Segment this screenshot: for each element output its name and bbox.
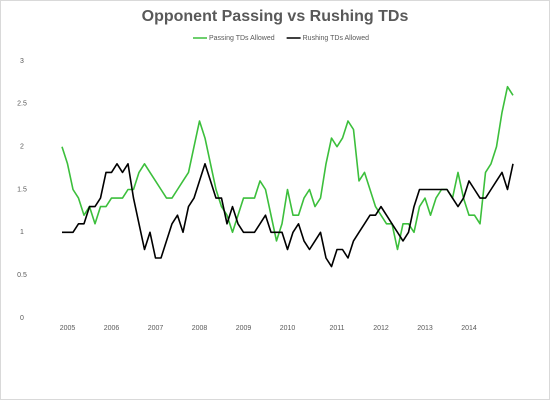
y-tick-label: 3 — [20, 58, 24, 65]
x-tick-label: 2014 — [461, 325, 477, 332]
legend-label: Passing TDs Allowed — [209, 35, 275, 42]
x-tick-label: 2011 — [329, 325, 344, 332]
legend-label: Rushing TDs Allowed — [303, 35, 370, 42]
y-tick-label: 1.5 — [17, 186, 27, 193]
x-tick-label: 2009 — [236, 325, 252, 332]
x-tick-label: 2005 — [60, 325, 76, 332]
x-tick-label: 2013 — [417, 325, 433, 332]
y-tick-label: 2.5 — [17, 101, 27, 108]
x-tick-label: 2012 — [373, 325, 389, 332]
series-line — [61, 85, 514, 251]
x-tick-label: 2010 — [280, 325, 296, 332]
y-tick-label: 0 — [20, 315, 24, 322]
chart-title: Opponent Passing vs Rushing TDs — [142, 8, 409, 25]
y-tick-label: 1 — [20, 229, 24, 236]
y-tick-label: 0.5 — [17, 272, 27, 279]
x-tick-label: 2006 — [104, 325, 120, 332]
x-tick-label: 2008 — [192, 325, 208, 332]
y-tick-label: 2 — [20, 144, 24, 151]
series-line — [62, 163, 514, 268]
x-tick-label: 2007 — [148, 325, 164, 332]
